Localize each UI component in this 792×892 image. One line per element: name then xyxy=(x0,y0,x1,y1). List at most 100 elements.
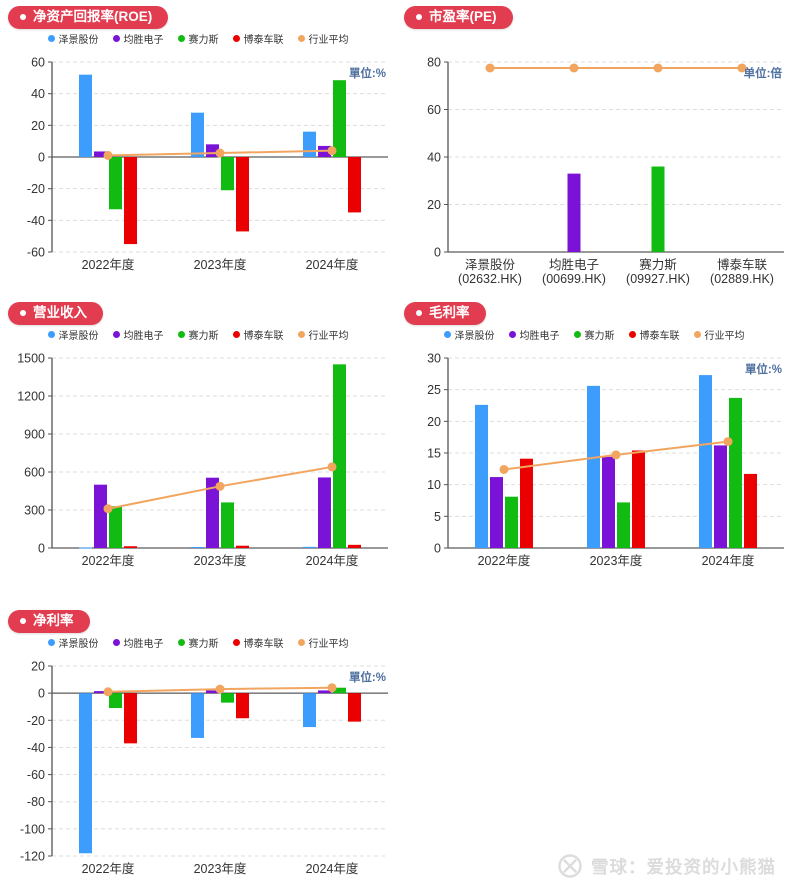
legend-dot-icon xyxy=(628,331,636,338)
legend-item[interactable]: 赛力斯 xyxy=(177,327,219,342)
svg-text:0: 0 xyxy=(434,245,441,259)
svg-text:60: 60 xyxy=(31,55,45,69)
svg-text:60: 60 xyxy=(427,103,441,117)
svg-text:-120: -120 xyxy=(20,849,45,863)
legend-label: 博泰车联 xyxy=(243,639,284,650)
svg-text:20: 20 xyxy=(31,118,45,132)
panel-title-revenue: 营业收入 xyxy=(8,302,103,325)
panel-gross-margin: 毛利率 泽景股份 均胜电子 赛力斯 博泰车联 行业平均 0 5 10 15 20 25 30 2022… xyxy=(396,296,792,576)
legend-dot-icon xyxy=(47,35,55,42)
svg-text:20: 20 xyxy=(31,659,45,673)
legend-label: 泽景股份 xyxy=(454,331,495,342)
legend-item[interactable]: 博泰车联 xyxy=(232,635,284,650)
legend-item[interactable]: 均胜电子 xyxy=(112,635,164,650)
svg-text:-60: -60 xyxy=(27,768,45,782)
svg-text:600: 600 xyxy=(24,465,45,479)
legend-item[interactable]: 行业平均 xyxy=(297,635,349,650)
svg-text:2023年度: 2023年度 xyxy=(194,861,247,876)
svg-text:5: 5 xyxy=(434,509,441,523)
legend-dot-icon xyxy=(47,331,55,338)
legend-dot-icon xyxy=(112,35,120,42)
svg-text:1200: 1200 xyxy=(17,389,45,403)
legend-dot-icon xyxy=(693,331,701,338)
legend-dot-icon xyxy=(177,639,185,646)
chart-revenue: 0 300 600 900 1200 1500 2022年度 2023年度 2024年度 xyxy=(17,351,388,568)
bullet-icon xyxy=(416,13,422,20)
svg-text:博泰车联(02889.HK): 博泰车联(02889.HK) xyxy=(710,257,774,286)
svg-text:40: 40 xyxy=(31,87,45,101)
legend-item[interactable]: 博泰车联 xyxy=(232,31,284,46)
legend-item[interactable]: 泽景股份 xyxy=(47,31,99,46)
legend-item[interactable]: 行业平均 xyxy=(693,327,745,342)
svg-text:20: 20 xyxy=(427,414,441,428)
legend-dot-icon xyxy=(443,331,451,338)
legend-dot-icon xyxy=(112,331,120,338)
svg-text:單位:%: 單位:% xyxy=(349,66,386,80)
legend-item[interactable]: 赛力斯 xyxy=(177,635,219,650)
legend-item[interactable]: 泽景股份 xyxy=(47,635,99,650)
svg-text:900: 900 xyxy=(24,427,45,441)
legend-label: 赛力斯 xyxy=(188,639,219,650)
svg-text:0: 0 xyxy=(434,541,441,555)
legend-item[interactable]: 均胜电子 xyxy=(508,327,560,342)
legend-item[interactable]: 泽景股份 xyxy=(443,327,495,342)
xueqiu-x-logo-icon xyxy=(558,854,582,878)
panel-roe: 净资产回报率(ROE) 泽景股份 均胜电子 赛力斯 博泰车联 行业平均 -60 -40 -2… xyxy=(0,0,396,280)
svg-text:均胜电子(00699.HK): 均胜电子(00699.HK) xyxy=(542,257,606,286)
chart-gross-margin: 0 5 10 15 20 25 30 2022年度 2023年度 2024年度 單位:% xyxy=(427,351,784,568)
legend-item[interactable]: 赛力斯 xyxy=(177,31,219,46)
legend-item[interactable]: 赛力斯 xyxy=(573,327,615,342)
bullet-icon xyxy=(20,309,26,316)
panel-title-text: 净资产回报率(ROE) xyxy=(33,9,153,24)
panel-title-net-margin: 净利率 xyxy=(8,610,90,633)
legend-dot-icon xyxy=(232,639,240,646)
panel-title-gross-margin: 毛利率 xyxy=(404,302,486,325)
chart-pe: 0 20 40 60 80 泽景股份(02632.HK) 均胜电子(00699.HK) 赛力斯… xyxy=(427,55,784,286)
svg-text:80: 80 xyxy=(427,55,441,69)
bullet-icon xyxy=(20,617,26,624)
svg-text:0: 0 xyxy=(38,686,45,700)
legend-dot-icon xyxy=(297,331,305,338)
legend-item[interactable]: 博泰车联 xyxy=(232,327,284,342)
panel-net-margin: 净利率 泽景股份 均胜电子 赛力斯 博泰车联 行业平均 -120 -100 -80 -60 -4… xyxy=(0,604,396,884)
legend-item[interactable]: 行业平均 xyxy=(297,31,349,46)
legend-item[interactable]: 行业平均 xyxy=(297,327,349,342)
legend-label: 均胜电子 xyxy=(123,331,164,342)
legend-label: 博泰车联 xyxy=(243,331,284,342)
legend-label: 均胜电子 xyxy=(123,35,164,46)
svg-text:单位:倍: 单位:倍 xyxy=(744,66,783,80)
svg-text:0: 0 xyxy=(38,150,45,164)
panel-title-pe: 市盈率(PE) xyxy=(404,6,513,29)
legend-label: 均胜电子 xyxy=(519,331,560,342)
svg-text:單位:%: 單位:% xyxy=(745,362,782,376)
legend-dot-icon xyxy=(177,331,185,338)
legend-label: 泽景股份 xyxy=(58,35,99,46)
legend-item[interactable]: 博泰车联 xyxy=(628,327,680,342)
svg-text:2022年度: 2022年度 xyxy=(82,257,135,272)
legend-dot-icon xyxy=(232,331,240,338)
legend-item[interactable]: 均胜电子 xyxy=(112,31,164,46)
svg-text:-20: -20 xyxy=(27,182,45,196)
svg-text:20: 20 xyxy=(427,198,441,212)
legend-item[interactable]: 泽景股份 xyxy=(47,327,99,342)
legend-item[interactable]: 均胜电子 xyxy=(112,327,164,342)
legend-label: 博泰车联 xyxy=(243,35,284,46)
legend-label: 泽景股份 xyxy=(58,331,99,342)
watermark-text: 雪球：爱投资的小熊猫 xyxy=(591,856,776,877)
svg-text:2023年度: 2023年度 xyxy=(194,553,247,568)
legend-label: 行业平均 xyxy=(704,331,745,342)
panel-title-text: 市盈率(PE) xyxy=(429,9,497,24)
svg-text:2022年度: 2022年度 xyxy=(478,553,531,568)
legend-label: 赛力斯 xyxy=(188,331,219,342)
svg-text:40: 40 xyxy=(427,150,441,164)
svg-text:-40: -40 xyxy=(27,213,45,227)
legend-gross-margin: 泽景股份 均胜电子 赛力斯 博泰车联 行业平均 xyxy=(396,328,792,342)
legend-dot-icon xyxy=(573,331,581,338)
legend-revenue: 泽景股份 均胜电子 赛力斯 博泰车联 行业平均 xyxy=(0,328,396,342)
legend-dot-icon xyxy=(177,35,185,42)
svg-text:2022年度: 2022年度 xyxy=(82,861,135,876)
bullet-icon xyxy=(416,309,422,316)
legend-dot-icon xyxy=(297,639,305,646)
legend-roe: 泽景股份 均胜电子 赛力斯 博泰车联 行业平均 xyxy=(0,32,396,46)
legend-dot-icon xyxy=(112,639,120,646)
